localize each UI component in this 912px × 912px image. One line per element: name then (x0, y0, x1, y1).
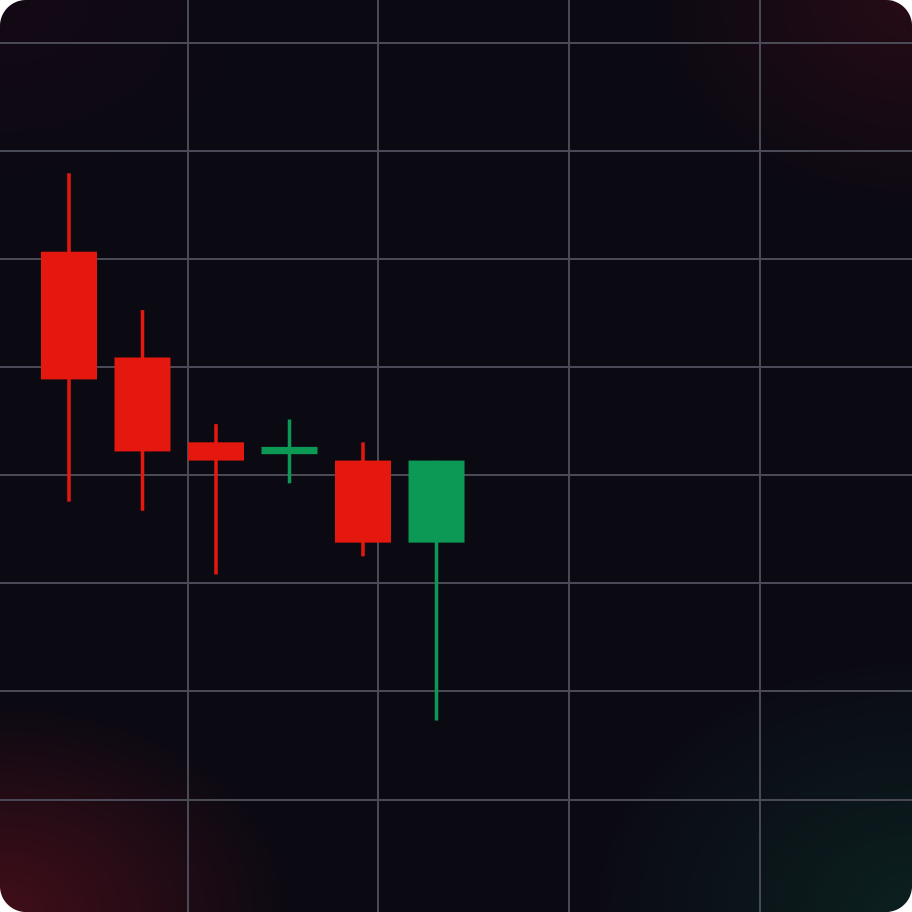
candle-body-4 (261, 446, 318, 455)
candle-body-1 (41, 251, 97, 380)
candle-body-5 (335, 460, 391, 543)
candle-body-2 (114, 357, 171, 452)
candle-6 (408, 460, 465, 721)
candle-body-6 (408, 460, 465, 543)
candle-2 (114, 310, 171, 511)
candle-1 (41, 173, 97, 502)
candle-3 (188, 424, 244, 575)
candle-5 (335, 442, 391, 557)
candles (41, 173, 465, 721)
candle-4 (261, 419, 318, 484)
candle-body-3 (188, 442, 244, 461)
